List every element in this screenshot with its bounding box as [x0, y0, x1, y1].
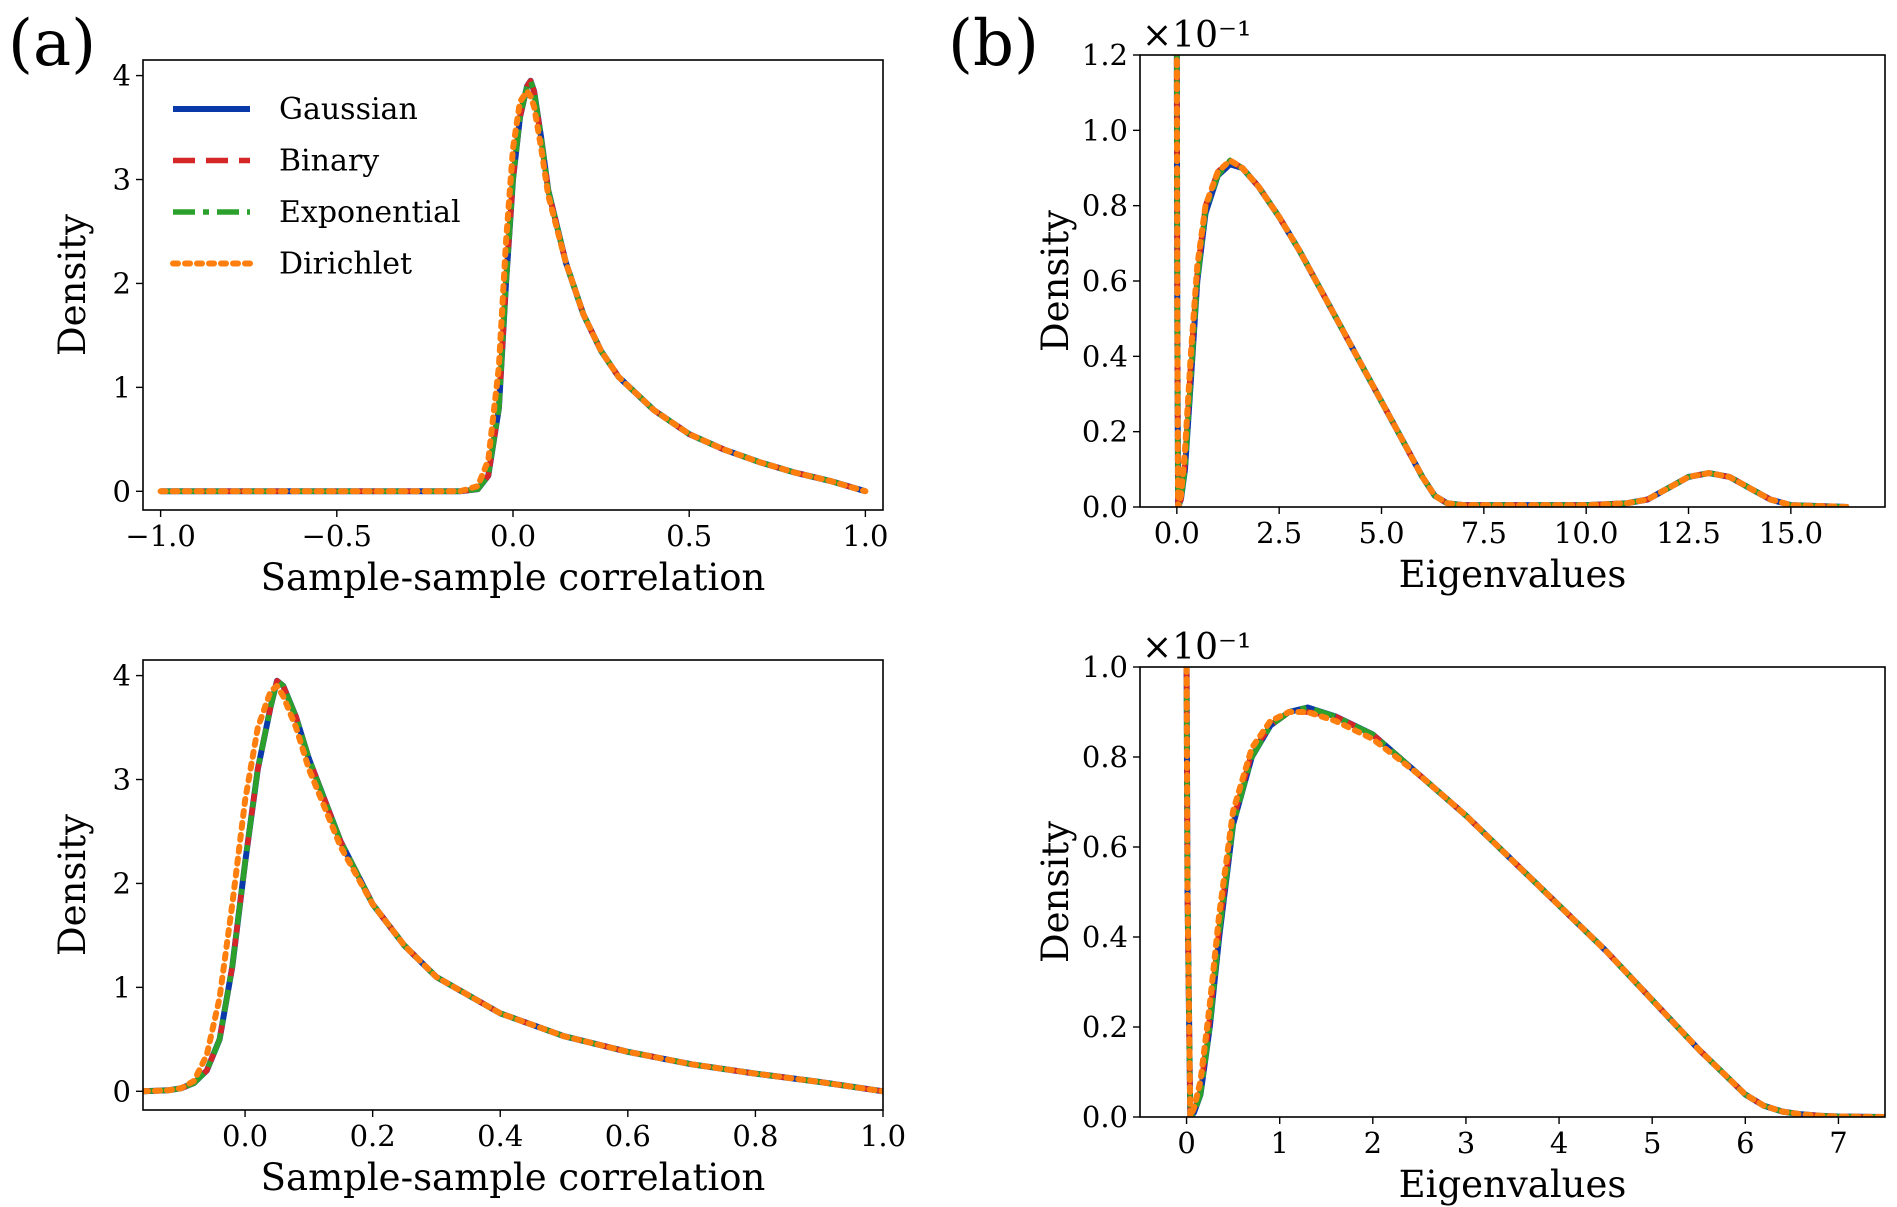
x-tick-label: 2: [1364, 1126, 1382, 1160]
y-tick-label: 4: [113, 59, 131, 93]
y-tick-label: 0.0: [1082, 490, 1128, 524]
x-tick-label: −0.5: [302, 519, 372, 553]
x-tick-label: 1: [1270, 1126, 1288, 1160]
y-axis-label: Density: [51, 214, 94, 356]
y-tick-label: 1.0: [1082, 113, 1128, 147]
axes-frame: [1139, 666, 1886, 1118]
series-line-binary: [143, 678, 883, 1095]
series-line-gaussian: [1183, 667, 1885, 1117]
x-tick-label: 0: [1177, 1126, 1195, 1160]
series-group: [143, 677, 883, 1095]
y-tick-label: 0: [113, 1074, 131, 1108]
chart-a_top: −1.0 −0.5 0.0 0.5 1.0 0 1 2 3 4 Sample-sample corr…: [51, 59, 888, 599]
x-axis-label: Sample-sample correlation: [261, 1156, 766, 1199]
x-axis-label: Eigenvalues: [1399, 1163, 1627, 1206]
y-tick-label: 1: [113, 970, 131, 1004]
x-axis-label: Sample-sample correlation: [261, 556, 766, 599]
x-tick-label: −1.0: [125, 519, 195, 553]
y-tick-label: 2: [113, 266, 131, 300]
series-line-gaussian: [1173, 55, 1849, 507]
y-tick-label: 3: [113, 163, 131, 197]
legend-label-gaussian: Gaussian: [279, 92, 418, 127]
series-line-dirichlet: [1173, 55, 1852, 507]
legend-label-dirichlet: Dirichlet: [279, 247, 412, 282]
panel-b-label: (b): [948, 7, 1039, 81]
y-tick-label: 0.2: [1082, 1010, 1128, 1044]
series-line-binary: [1174, 55, 1849, 507]
x-tick-label: 0.0: [490, 519, 536, 553]
x-tick-label: 0.2: [350, 1119, 396, 1153]
x-tick-label: 5.0: [1358, 516, 1404, 550]
y-tick-label: 4: [113, 659, 131, 693]
axes-frame: [1139, 54, 1886, 508]
y-tick-label: 0.0: [1082, 1100, 1128, 1134]
x-tick-label: 1.0: [860, 1119, 906, 1153]
x-tick-label: 2.5: [1256, 516, 1302, 550]
series-line-binary: [1183, 667, 1885, 1117]
chart-a_bottom: 0.0 0.2 0.4 0.6 0.8 1.0 0 1 2 3 4 Sample-sample cor…: [51, 659, 906, 1199]
series-line-dirichlet: [143, 683, 883, 1095]
axis-exponent-label: ×10⁻¹: [1142, 15, 1251, 56]
x-tick-label: 15.0: [1759, 516, 1824, 550]
legend: Gaussian Binary Exponential Dirichlet: [170, 92, 461, 282]
y-tick-label: 3: [113, 763, 131, 797]
chart-b_bottom: 0 1 2 3 4 5 6 7 0.0 0.2 0.4 0.6 0.8 1.0 Eigenvalues Den…: [1034, 627, 1886, 1206]
chart-b_top: 0.0 2.5 5.0 7.5 10.0 12.5 15.0 0.0 0.2 0.4 0.6 0.8 1…: [1034, 15, 1886, 596]
x-tick-label: 4: [1550, 1126, 1568, 1160]
x-tick-label: 1.0: [842, 519, 888, 553]
series-line-exponential: [1174, 55, 1849, 507]
series-line-dirichlet: [1183, 667, 1885, 1117]
series-line-exponential: [1183, 689, 1885, 1117]
y-tick-label: 0.6: [1082, 830, 1128, 864]
x-tick-label: 10.0: [1554, 516, 1619, 550]
y-tick-label: 0.2: [1082, 415, 1128, 449]
series-group: [1183, 667, 1885, 1117]
x-tick-label: 3: [1457, 1126, 1475, 1160]
x-tick-label: 0.4: [477, 1119, 523, 1153]
series-group: [1173, 55, 1852, 507]
panel-a-label: (a): [8, 7, 96, 81]
y-tick-label: 1.0: [1082, 650, 1128, 684]
x-tick-label: 0.5: [666, 519, 712, 553]
series-group: [157, 77, 869, 495]
y-tick-label: 1: [113, 370, 131, 404]
series-line-dirichlet: [157, 88, 869, 495]
y-axis-label: Density: [1034, 210, 1077, 352]
y-tick-label: 0.8: [1082, 740, 1128, 774]
y-tick-label: 1.2: [1082, 38, 1128, 72]
y-tick-label: 0.6: [1082, 264, 1128, 298]
legend-label-exponential: Exponential: [279, 195, 461, 230]
x-tick-label: 7: [1829, 1126, 1847, 1160]
x-tick-label: 0.0: [222, 1119, 268, 1153]
x-axis-label: Eigenvalues: [1399, 553, 1627, 596]
y-tick-label: 0: [113, 474, 131, 508]
axes-frame: [142, 659, 884, 1111]
plots-group: −1.0 −0.5 0.0 0.5 1.0 0 1 2 3 4 Sample-sample corr…: [51, 15, 1886, 1206]
y-tick-label: 2: [113, 866, 131, 900]
axes-frame: [142, 59, 884, 511]
axis-exponent-label: ×10⁻¹: [1142, 627, 1251, 668]
x-tick-label: 6: [1736, 1126, 1754, 1160]
legend-label-binary: Binary: [279, 144, 379, 179]
y-tick-label: 0.4: [1082, 920, 1128, 954]
x-tick-label: 5: [1643, 1126, 1661, 1160]
y-tick-label: 0.8: [1082, 189, 1128, 223]
y-axis-label: Density: [51, 814, 94, 956]
y-tick-label: 0.4: [1082, 339, 1128, 373]
y-axis-label: Density: [1034, 821, 1077, 963]
x-tick-label: 7.5: [1461, 516, 1507, 550]
x-tick-label: 0.0: [1154, 516, 1200, 550]
x-tick-label: 0.8: [732, 1119, 778, 1153]
x-tick-label: 0.6: [605, 1119, 651, 1153]
x-tick-label: 12.5: [1656, 516, 1721, 550]
